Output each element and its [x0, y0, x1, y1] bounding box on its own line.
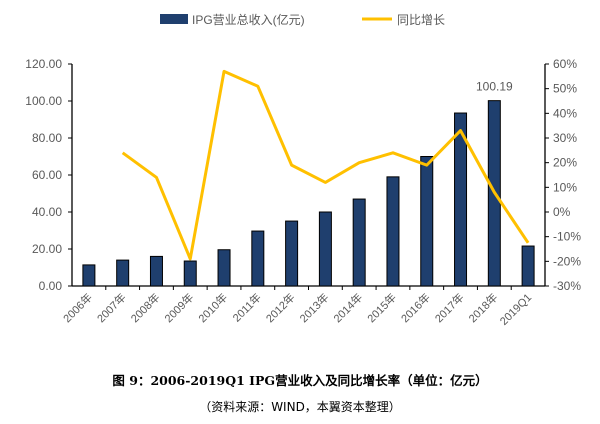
- left-tick-label: 40.00: [32, 205, 62, 219]
- right-tick-label: 50%: [553, 82, 577, 96]
- x-tick-label: 2009年: [161, 290, 196, 325]
- bar: [82, 264, 96, 287]
- right-tick-label: 30%: [553, 131, 577, 145]
- figure-caption: 图 9：2006-2019Q1 IPG营业收入及同比增长率（单位：亿元）: [112, 373, 488, 388]
- right-tick-label: -30%: [553, 279, 581, 293]
- x-tick-label: 2012年: [263, 290, 298, 325]
- bar: [420, 156, 434, 287]
- legend-bar-label: IPG营业总收入(亿元): [192, 12, 305, 27]
- x-tick-label: 2017年: [432, 290, 467, 325]
- right-tick-label: 40%: [553, 106, 577, 120]
- x-tick-label: 2006年: [60, 290, 95, 325]
- right-tick-label: -10%: [553, 230, 581, 244]
- bar: [217, 249, 231, 287]
- bar: [318, 211, 332, 287]
- x-tick-label: 2018年: [465, 290, 500, 325]
- legend-bar-swatch: [160, 14, 188, 24]
- data-label: 100.19: [476, 80, 513, 94]
- right-tick-label: 0%: [553, 205, 571, 219]
- x-tick-label: 2014年: [330, 290, 365, 325]
- bar: [454, 112, 468, 287]
- left-tick-label: 120.00: [25, 57, 62, 71]
- bar: [386, 176, 400, 287]
- left-tick-label: 80.00: [32, 131, 62, 145]
- bar: [251, 230, 265, 287]
- left-tick-label: 20.00: [32, 242, 62, 256]
- bar: [285, 220, 299, 287]
- chart: 0.00 20.00 40.00 60.00 80.00 100.00 120.00 -30%…: [25, 12, 581, 328]
- right-tick-label: 10%: [553, 180, 577, 194]
- x-tick-label: 2007年: [94, 290, 129, 325]
- x-tick-label: 2019Q1: [498, 292, 534, 328]
- x-tick-label: 2011年: [230, 290, 264, 324]
- x-tick-label: 2016年: [398, 290, 433, 325]
- figure-source: （资料来源：WIND，本翼资本整理）: [199, 400, 401, 414]
- x-tick-label: 2010年: [195, 290, 230, 325]
- left-tick-label: 60.00: [32, 168, 62, 182]
- x-tick-label: 2008年: [128, 290, 163, 325]
- right-tick-label: -20%: [553, 254, 581, 268]
- bar: [183, 260, 197, 287]
- x-tick-label: 2013年: [297, 290, 332, 325]
- bar: [352, 198, 366, 287]
- x-tick-label: 2015年: [364, 290, 399, 325]
- legend-line-label: 同比增长: [397, 13, 445, 27]
- left-tick-label: 0.00: [39, 279, 63, 293]
- bar: [149, 255, 163, 287]
- right-tick-label: 60%: [553, 57, 577, 71]
- bar: [521, 245, 535, 287]
- right-tick-label: 20%: [553, 156, 577, 170]
- bar: [116, 259, 130, 287]
- left-tick-label: 100.00: [25, 94, 62, 108]
